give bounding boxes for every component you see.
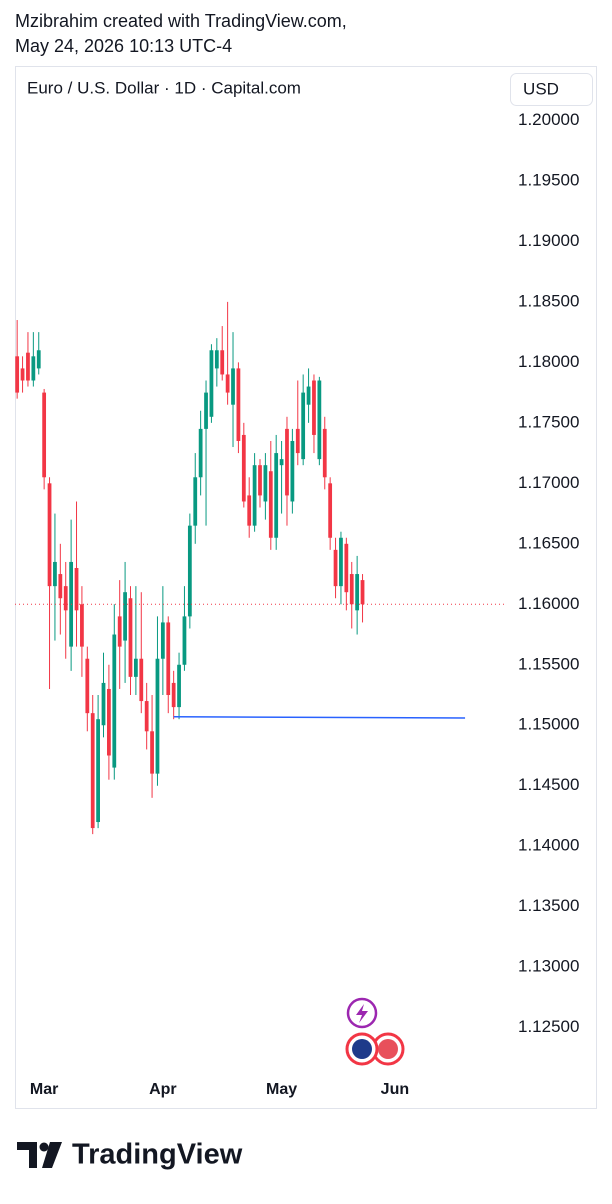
- y-tick-label: 1.15500: [518, 654, 579, 673]
- candle-body: [214, 350, 219, 369]
- candle-body: [279, 459, 284, 466]
- y-tick-label: 1.13500: [518, 896, 579, 915]
- candle-body: [53, 561, 57, 587]
- candle-body: [209, 350, 214, 417]
- candle-body: [328, 483, 333, 538]
- candle-body: [241, 434, 246, 502]
- candle-body: [177, 664, 181, 708]
- x-tick-label: Mar: [30, 1081, 58, 1098]
- y-tick-label: 1.19500: [518, 170, 579, 189]
- candle-body: [339, 537, 343, 587]
- y-tick-label: 1.20000: [518, 110, 579, 129]
- candle-body: [112, 634, 117, 768]
- y-tick-label: 1.17500: [518, 412, 579, 431]
- y-tick-label: 1.19000: [518, 231, 579, 250]
- candle-body: [295, 428, 300, 454]
- lightning-icon: [356, 1004, 368, 1023]
- candle-body: [36, 350, 41, 369]
- candle-body: [47, 483, 52, 587]
- candle-body: [333, 549, 338, 587]
- candle-body: [187, 525, 192, 617]
- candle-body: [306, 386, 311, 405]
- candle-body: [349, 574, 354, 605]
- candle-body: [63, 586, 68, 611]
- x-tick-label: Apr: [149, 1081, 177, 1098]
- candle-body: [133, 658, 138, 677]
- candle-body: [236, 368, 241, 441]
- candle-body: [96, 719, 100, 823]
- candle-body: [139, 658, 144, 702]
- candle-body: [80, 604, 84, 647]
- candle-body: [31, 356, 36, 381]
- candle-body: [26, 352, 30, 381]
- eu-flag: [352, 1039, 372, 1059]
- candle-body: [204, 392, 208, 429]
- y-tick-label: 1.15000: [518, 715, 579, 734]
- candle-body: [355, 574, 360, 611]
- y-tick-label: 1.12500: [518, 1017, 579, 1036]
- candle-body: [220, 350, 225, 375]
- tv-logo: [17, 1142, 62, 1168]
- author-line: Mzibrahim created with TradingView.com,: [15, 11, 347, 31]
- candle-body: [155, 658, 160, 774]
- y-tick-label: 1.16500: [518, 533, 579, 552]
- candle-body: [225, 374, 230, 393]
- candle-body: [317, 380, 322, 460]
- candle-body: [344, 543, 349, 593]
- candle-body: [144, 701, 149, 732]
- candle-body: [166, 622, 171, 696]
- candle-body: [285, 428, 289, 496]
- candle-body: [123, 592, 127, 641]
- candle-body: [231, 368, 235, 405]
- x-tick-label: Jun: [381, 1081, 409, 1098]
- candle-body: [268, 471, 273, 538]
- y-tick-label: 1.18500: [518, 291, 579, 310]
- date-line: May 24, 2026 10:13 UTC-4: [15, 36, 232, 56]
- candle-body: [160, 622, 165, 659]
- candle-body: [74, 568, 79, 611]
- candle-body: [193, 477, 198, 526]
- candle-body: [58, 574, 63, 599]
- candle-body: [263, 465, 268, 502]
- y-tick-label: 1.17000: [518, 473, 579, 492]
- candle-body: [274, 453, 279, 538]
- plot: 1.20000 1.19500 1.19000 1.18500 1.18000 1.175…: [15, 110, 579, 1098]
- y-tick-label: 1.14000: [518, 836, 579, 855]
- candle-body: [182, 616, 187, 665]
- candle-body: [290, 440, 295, 502]
- brand-name: TradingView: [72, 1139, 243, 1171]
- trend-line: [173, 716, 466, 719]
- candle-body: [312, 380, 316, 435]
- candle-body: [42, 392, 47, 478]
- chart-frame: [15, 66, 597, 1109]
- y-tick-label: 1.18000: [518, 352, 579, 371]
- candle-body: [150, 731, 154, 774]
- candle-body: [128, 598, 133, 677]
- candle-body: [171, 682, 176, 708]
- chart-title: Euro / U.S. Dollar · 1D · Capital.com: [27, 78, 301, 97]
- candle-body: [198, 428, 203, 478]
- candle-body: [107, 688, 111, 756]
- candle-body: [301, 392, 306, 460]
- candle-body: [117, 616, 122, 647]
- x-tick-label: May: [266, 1081, 297, 1098]
- candle-body: [258, 465, 262, 496]
- currency-button[interactable]: [510, 73, 593, 106]
- y-tick-label: 1.16000: [518, 594, 579, 613]
- candle-body: [15, 356, 20, 393]
- y-tick-label: 1.14500: [518, 775, 579, 794]
- candle-body: [322, 428, 327, 478]
- candle-body: [247, 495, 252, 526]
- y-tick-label: 1.13000: [518, 957, 579, 976]
- candle-body: [360, 580, 365, 605]
- candle-body: [20, 368, 25, 381]
- candle-body: [85, 658, 90, 714]
- candle-body: [101, 682, 106, 726]
- candle-body: [252, 465, 257, 526]
- candle-body: [90, 713, 95, 829]
- us-flag: [378, 1039, 398, 1059]
- currency-label[interactable]: USD: [523, 79, 559, 98]
